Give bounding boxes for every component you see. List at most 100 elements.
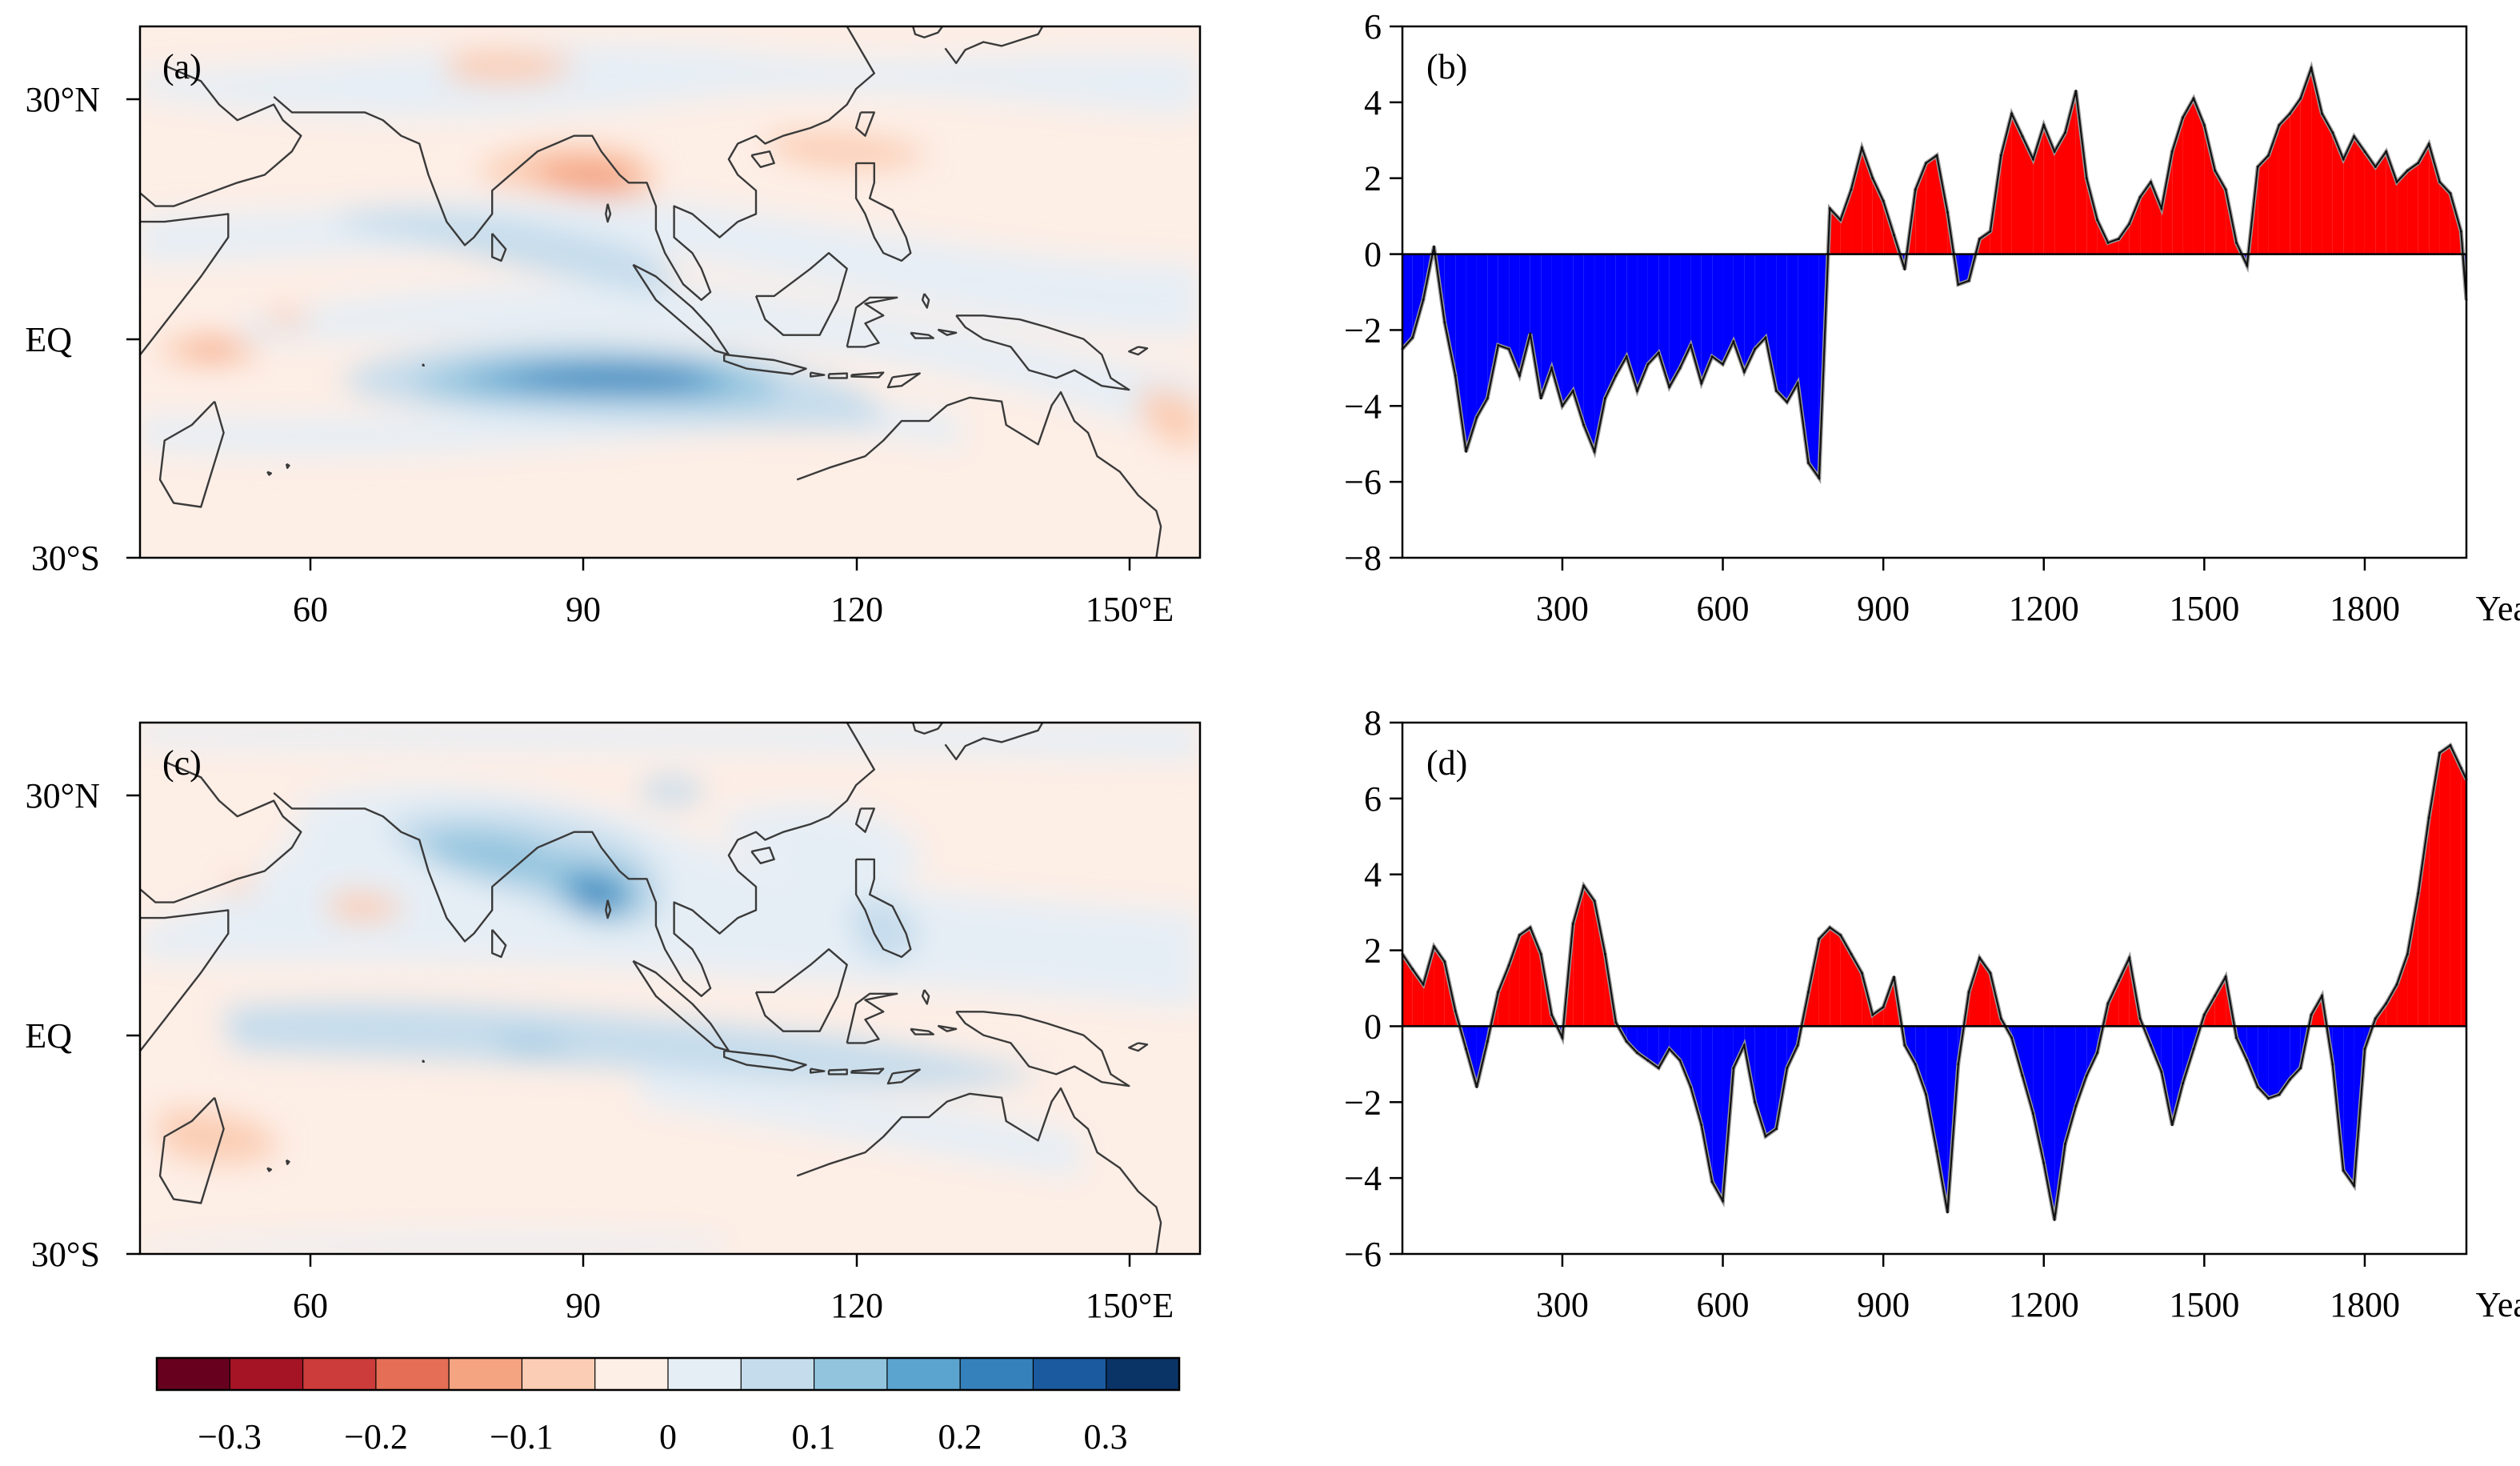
x-tick-label: 1200 [2009,1285,2079,1324]
positive-area-segment [1402,954,1413,1027]
data-point [1882,199,1885,202]
negative-area-segment [1722,254,1734,365]
data-point [2406,169,2409,172]
data-point [1678,366,1682,370]
data-point [1636,389,1639,392]
data-point [2438,180,2442,183]
data-point [1882,1006,1885,1009]
positive-area-segment [2161,151,2173,254]
data-point [2363,150,2366,154]
data-point [1828,207,1831,210]
data-point [1443,960,1446,963]
y-tick-label: 0 [1364,235,1382,274]
negative-area-segment [1733,1026,1745,1068]
y-tick-label: 0 [1364,1007,1382,1046]
colorbar-tick-label: −0.1 [490,1417,554,1456]
coastline [750,150,775,168]
negative-area-segment [1690,1026,1702,1125]
negative-area-segment [1541,254,1552,399]
negative-area-segment [1466,254,1477,452]
positive-area-segment [1818,927,1830,1027]
data-point [1764,1135,1767,1138]
positive-area-segment [2150,182,2162,254]
data-point [1561,1036,1564,1039]
data-point [1497,343,1500,346]
data-point [2160,207,2163,210]
data-point [2138,195,2142,198]
map-panel-c: (c) 30°N EQ 30°S 60 90 120 150°E [25,721,1202,1325]
data-point [2267,154,2270,157]
positive-area-segment [2407,893,2418,1027]
lat-label: EQ [25,1016,72,1055]
negative-area-segment [1712,254,1723,365]
positive-area-segment [2140,182,2151,254]
negative-area-segment [1444,254,1456,376]
positive-area-segment [2268,125,2279,254]
data-point [2320,994,2323,997]
data-point [1636,1051,1639,1055]
y-tick-label: −6 [1344,1235,1382,1274]
data-point [1539,397,1542,400]
data-point [2214,169,2217,172]
y-tick-label: −6 [1344,463,1382,502]
positive-area-segment [1979,958,1990,1027]
data-point [2459,230,2462,233]
data-point [2256,165,2259,168]
data-point [1614,1021,1618,1024]
data-point [2063,1142,2066,1145]
x-axis-label: Year [2475,589,2520,628]
negative-area-segment [1583,254,1595,452]
negative-area-segment [2343,1026,2354,1186]
data-point [2299,1067,2302,1070]
data-point [2427,142,2430,146]
negative-area-segment [1958,254,1970,285]
time-series-panel-b: −8 −6 −4 −2 0 2 4 6 300 600 900 1200 1500 1800 Year (b) [1344,7,2520,628]
data-point [1774,389,1778,392]
negative-area-segment [1637,1026,1648,1061]
colorbar-tick-label: 0 [659,1417,677,1456]
data-point [1668,386,1671,389]
x-tick-label: 1800 [2330,1285,2400,1324]
positive-area-segment [1583,885,1595,1027]
positive-area-segment [2397,954,2408,1027]
data-point [1582,423,1586,427]
colorbar-cell [1106,1358,1180,1390]
data-point [1475,1085,1478,1088]
negative-area-segment [1904,1026,1916,1064]
data-point [1507,964,1510,967]
data-point [2395,180,2398,183]
data-point [2214,994,2217,997]
data-point [2117,979,2120,983]
data-point [1411,336,1414,339]
negative-area-segment [1626,254,1638,391]
negative-area-segment [1647,254,1659,365]
data-point [1999,154,2002,157]
panel-label-a: (a) [162,47,202,86]
negative-area-segment [1701,254,1713,383]
lat-label: 30°S [31,1235,100,1274]
colorbar-cell [814,1358,888,1390]
coastline [140,909,230,1053]
data-point [2010,1036,2014,1039]
data-point [2342,158,2345,161]
coastline [422,1059,425,1063]
data-point [2010,112,2014,115]
panel-label-c: (c) [162,743,202,783]
coastline [723,1049,807,1071]
data-point [1935,154,1938,157]
positive-area-segment [2193,98,2205,254]
data-point [1742,371,1746,374]
x-tick-label: 300 [1536,1285,1589,1324]
y-tick-label: 6 [1364,779,1382,819]
lon-label: 90 [566,590,601,629]
data-point [1614,374,1618,377]
data-point [2042,1161,2046,1164]
colorbar-cell [230,1358,304,1390]
lon-label: 60 [293,590,328,629]
data-point [1668,1047,1671,1051]
colorbar-tick-label: −0.2 [344,1417,408,1456]
y-tick-label: −8 [1344,539,1382,578]
data-point [1657,351,1660,354]
map-c-frame [138,721,1202,1256]
coastline [140,213,230,357]
